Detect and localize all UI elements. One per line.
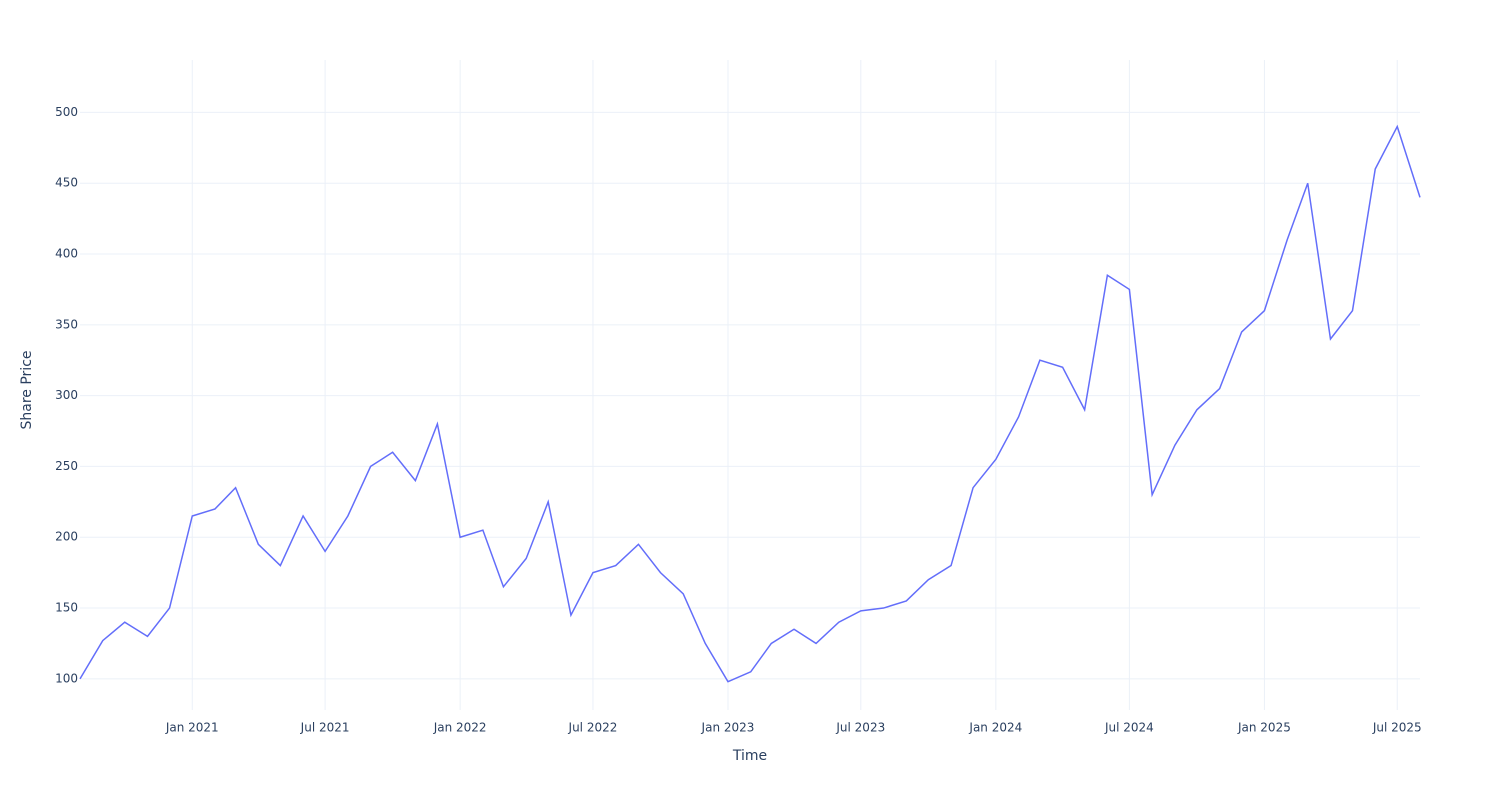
y-tick-label: 150 <box>55 601 78 615</box>
x-tick-label: Jul 2021 <box>300 721 350 735</box>
x-tick-label: Jul 2025 <box>1372 721 1422 735</box>
y-tick-label: 350 <box>55 317 78 331</box>
grid <box>80 60 1420 710</box>
y-tick-label: 200 <box>55 530 78 544</box>
x-tick-label: Jan 2024 <box>968 721 1022 735</box>
x-tick-label: Jul 2022 <box>568 721 618 735</box>
y-tick-label: 500 <box>55 105 78 119</box>
y-tick-label: 450 <box>55 176 78 190</box>
x-tick-label: Jul 2023 <box>835 721 885 735</box>
y-tick-label: 300 <box>55 388 78 402</box>
x-tick-label: Jan 2025 <box>1237 721 1291 735</box>
y-tick-label: 250 <box>55 459 78 473</box>
x-axis-title: Time <box>732 748 767 764</box>
x-tick-label: Jul 2024 <box>1104 721 1154 735</box>
y-axis-title: Share Price <box>19 350 35 429</box>
y-tick-label: 400 <box>55 247 78 261</box>
x-tick-label: Jan 2021 <box>165 721 219 735</box>
y-tick-label: 100 <box>55 671 78 685</box>
x-tick-label: Jan 2022 <box>433 721 487 735</box>
price-line <box>79 124 1421 683</box>
x-tick-label: Jan 2023 <box>701 721 755 735</box>
